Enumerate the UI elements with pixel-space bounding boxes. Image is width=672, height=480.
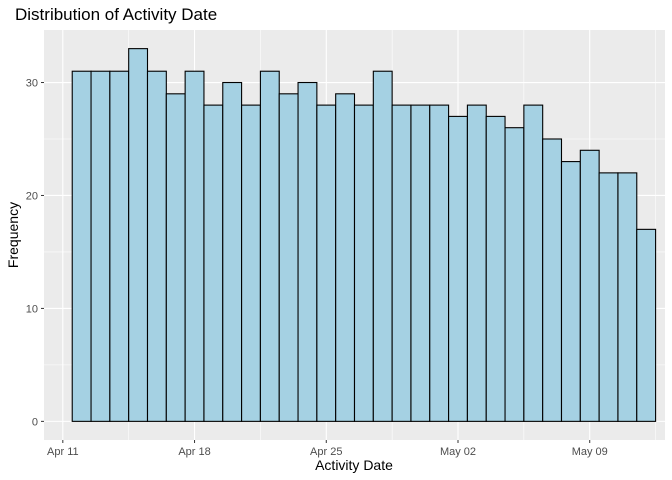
x-tick-label: Apr 25 [310,446,342,458]
histogram-bar [466,104,487,422]
histogram-bar [71,70,92,422]
histogram-bar [372,70,393,422]
y-tick-label: 10 [26,303,38,315]
histogram-bar [90,70,111,422]
y-tick-label: 30 [26,78,38,90]
histogram-bar [636,228,657,422]
histogram-bar [485,115,506,422]
x-tick-label: Apr 11 [47,446,79,458]
x-tick-label: Apr 18 [178,446,210,458]
histogram-bar [241,104,261,422]
y-axis-title: Frequency [5,202,21,268]
histogram-bar [579,149,600,422]
histogram-bar [128,48,149,422]
histogram-bar [617,172,638,422]
histogram-bar [598,172,619,422]
histogram-bars [71,48,657,422]
histogram-bar [109,70,130,422]
histogram-bar [297,81,318,422]
histogram-bar [259,70,280,422]
histogram-bar [560,161,581,422]
histogram-bar [146,70,167,422]
x-axis-title: Activity Date [315,457,393,473]
y-tick-label: 20 [26,190,38,202]
histogram-bar [184,70,205,422]
histogram-bar [335,93,356,422]
histogram-bar [222,81,243,422]
y-tick-label: 0 [32,416,38,428]
y-axis: 0 10 20 30 [26,78,44,428]
histogram-bar [542,138,563,422]
x-tick-label: May 09 [572,446,608,458]
histogram-bar [448,115,468,422]
histogram-bar [504,127,525,422]
histogram-bar [410,104,431,422]
histogram-bar [165,93,186,422]
x-axis: Apr 11 Apr 18 Apr 25 May 02 May 09 [47,440,608,458]
histogram-bar [391,104,412,422]
histogram-bar [203,104,224,422]
histogram-bar [316,104,337,422]
chart-title: Distribution of Activity Date [15,5,217,24]
histogram-bar [523,104,544,422]
histogram-bar [429,104,450,422]
histogram-bar [353,104,374,422]
histogram-bar [278,93,299,422]
x-tick-label: May 02 [440,446,476,458]
